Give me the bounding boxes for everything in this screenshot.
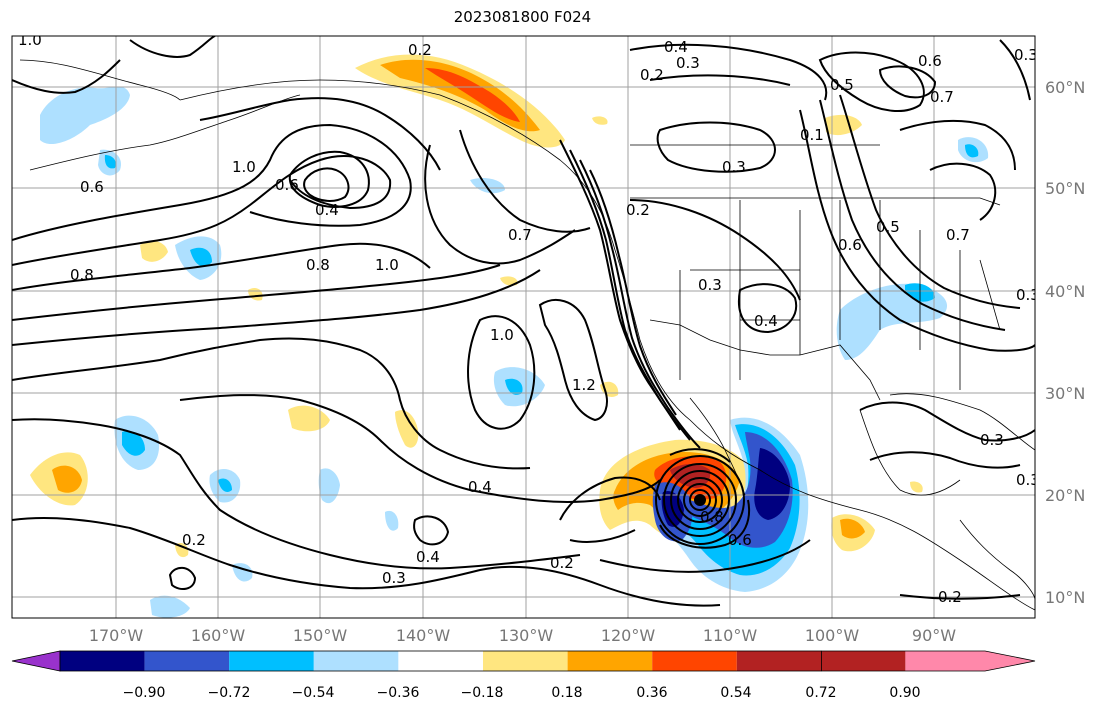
lon-tick-label: 100°W [805, 626, 860, 645]
colorbar-tick-label: −0.54 [292, 685, 335, 701]
contour-label: 0.3 [1016, 471, 1040, 489]
contours [12, 36, 1035, 607]
latitude-labels: 60°N 50°N 40°N 30°N 20°N 10°N [1045, 78, 1085, 607]
contour-label: 0.3 [382, 569, 406, 587]
contour-label: 0.7 [946, 226, 970, 244]
lon-tick-label: 140°W [396, 626, 451, 645]
colorbar-segment [313, 651, 399, 671]
contour-label: 1.0 [18, 31, 42, 49]
lon-tick-label: 170°W [89, 626, 144, 645]
colorbar-segment [736, 651, 822, 671]
colorbar-extend-max [821, 651, 906, 671]
lon-tick-label: 130°W [499, 626, 554, 645]
lon-tick-label: 120°W [601, 626, 656, 645]
contour-label: 0.8 [306, 256, 330, 274]
colorbar-tick-labels: −0.90 −0.72 −0.54 −0.36 −0.18 0.18 0.36 … [123, 685, 921, 701]
colorbar-segment [398, 651, 483, 671]
contour-label: 0.3 [1016, 286, 1040, 304]
lat-tick-label: 30°N [1045, 384, 1085, 403]
colorbar-tick-label: −0.72 [208, 685, 251, 701]
contour-label: 0.8 [700, 508, 724, 526]
contour-label: 0.3 [698, 276, 722, 294]
contour-label: 1.2 [572, 376, 596, 394]
colorbar-outline [821, 650, 1036, 672]
contour-label: 0.2 [550, 554, 574, 572]
lat-tick-label: 40°N [1045, 282, 1085, 301]
longitude-labels: 170°W 160°W 150°W 140°W 130°W 120°W 110°… [89, 626, 956, 645]
colorbar-extend-max-arrow [905, 651, 1035, 671]
contour-label: 0.4 [416, 548, 440, 566]
colorbar-segment [567, 651, 653, 671]
colorbar: −0.90 −0.72 −0.54 −0.36 −0.18 0.18 0.36 … [11, 650, 1036, 701]
contour-label: 0.5 [876, 218, 900, 236]
contour-label: 0.3 [722, 158, 746, 176]
colorbar-extend-min [11, 650, 61, 672]
lat-tick-label: 20°N [1045, 486, 1085, 505]
contour-label: 0.6 [728, 531, 752, 549]
map-title: 2023081800 F024 [453, 8, 592, 26]
lon-tick-label: 90°W [912, 626, 956, 645]
contour-label: 0.2 [182, 531, 206, 549]
colorbar-segment [229, 651, 314, 671]
colorbar-tick-label: −0.18 [461, 685, 504, 701]
colorbar-segment [144, 651, 230, 671]
colorbar-segment [652, 651, 737, 671]
contour-label: 0.3 [676, 54, 700, 72]
colorbar-tick-label: 0.72 [805, 685, 836, 701]
colorbar-tick-label: 0.18 [551, 685, 582, 701]
contour-label: 1.0 [490, 326, 514, 344]
contour-label: 0.6 [275, 176, 299, 194]
contour-label: 0.4 [754, 312, 778, 330]
contour-label: 0.4 [468, 478, 492, 496]
contour-label: 0.2 [640, 66, 664, 84]
colorbar-segment [60, 651, 145, 671]
colorbar-tick-label: −0.90 [123, 685, 166, 701]
contour-label: 0.3 [1014, 46, 1038, 64]
contour-label: 0.1 [800, 126, 824, 144]
colorbar-segment [483, 651, 568, 671]
contour-label: 0.4 [315, 201, 339, 219]
colorbar-tick-label: 0.54 [720, 685, 751, 701]
lon-tick-label: 150°W [293, 626, 348, 645]
contour-label: 0.7 [930, 88, 954, 106]
contour-label: 0.3 [980, 431, 1004, 449]
colorbar-tick-label: 0.36 [636, 685, 667, 701]
lon-tick-label: 160°W [191, 626, 246, 645]
contour-label: 1.0 [232, 158, 256, 176]
lat-tick-label: 10°N [1045, 588, 1085, 607]
map-frame [11, 35, 1036, 619]
lon-tick-label: 110°W [703, 626, 758, 645]
contour-label: 0.6 [838, 236, 862, 254]
lat-tick-label: 60°N [1045, 78, 1085, 97]
contour-label: 1.0 [375, 256, 399, 274]
contour-label: 0.2 [626, 201, 650, 219]
colorbar-tick-label: −0.36 [377, 685, 420, 701]
contour-label: 0.2 [938, 588, 962, 606]
contour-labels: 1.0 0.8 0.6 0.2 0.4 0.3 0.2 0.6 0.7 0.5 … [18, 31, 1040, 606]
contour-label: 0.8 [70, 266, 94, 284]
contour-label: 0.2 [408, 41, 432, 59]
contour-label: 0.7 [508, 226, 532, 244]
colorbar-tick-label: 0.90 [889, 685, 920, 701]
contour-label: 0.6 [80, 178, 104, 196]
coastlines [19, 59, 1035, 611]
contour-label: 0.6 [918, 52, 942, 70]
contour-label: 0.5 [830, 76, 854, 94]
lat-tick-label: 50°N [1045, 179, 1085, 198]
contour-label: 0.4 [664, 38, 688, 56]
